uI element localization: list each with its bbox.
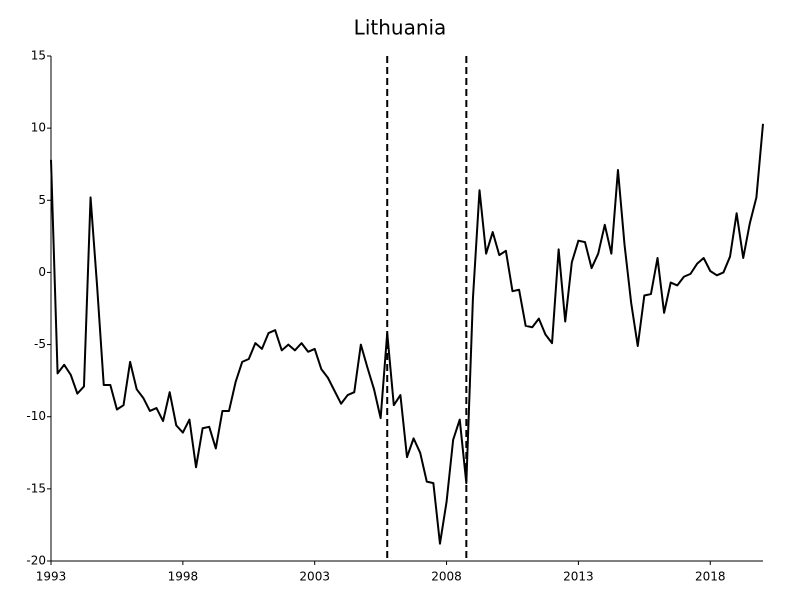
data-line [50,123,764,545]
x-tick-label: 1998 [168,570,199,584]
y-tick-label: 10 [31,121,46,135]
x-tick-label: 2003 [299,570,330,584]
x-tick-label: 2013 [563,570,594,584]
x-tick-label: 1993 [36,570,67,584]
chart-title: Lithuania [354,16,447,40]
y-tick-label: -10 [26,409,46,423]
y-tick-label: 15 [31,49,46,63]
y-tick-label: 0 [38,265,46,279]
y-tick-label: 5 [38,193,46,207]
y-tick-label: -20 [26,554,46,568]
y-tick-label: -15 [26,481,46,495]
x-tick-label: 2018 [695,570,726,584]
x-tick-label: 2008 [431,570,462,584]
y-tick-label: -5 [34,337,46,351]
